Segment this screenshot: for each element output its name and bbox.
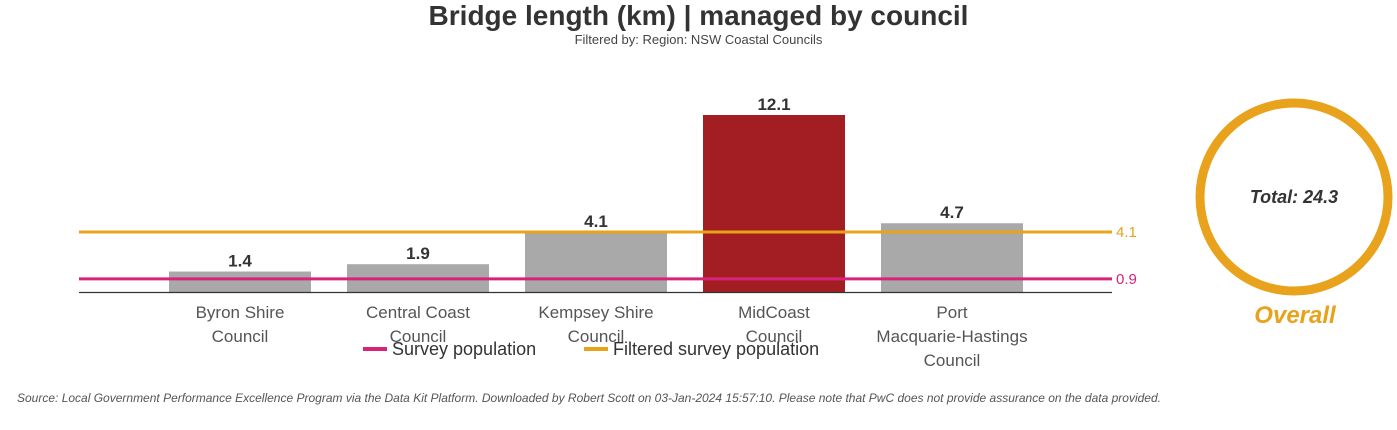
total-summary: Total: 24.3 Overall <box>1195 98 1393 329</box>
chart-subtitle: Filtered by: Region: NSW Coastal Council… <box>574 32 823 47</box>
bars-layer <box>169 115 1023 292</box>
chart-title: Bridge length (km) | managed by council <box>428 0 969 31</box>
legend-label-1: Filtered survey population <box>613 339 819 359</box>
reference-lines-layer: 0.9 4.1 <box>79 224 1137 288</box>
source-note: Source: Local Government Performance Exc… <box>17 391 1161 405</box>
total-ring <box>1195 98 1393 296</box>
value-label-2: 4.1 <box>584 212 608 231</box>
total-caption: Overall <box>1254 302 1337 329</box>
category-label-line: Council <box>746 327 803 346</box>
category-label-0: Byron Shire Council <box>196 303 285 346</box>
value-label-4: 4.7 <box>940 203 964 222</box>
category-label-line: Port <box>936 303 967 322</box>
category-label-1: Central Coast Council <box>366 303 470 346</box>
total-value: Total: 24.3 <box>1250 187 1338 207</box>
bar-0 <box>169 271 311 292</box>
category-label-line: Central Coast <box>366 303 470 322</box>
reference-line-label-1: 4.1 <box>1116 224 1137 241</box>
value-label-0: 1.4 <box>228 252 252 271</box>
category-label-line: Council <box>568 327 625 346</box>
category-labels-layer: 1.4 Byron Shire Council 1.9 Central Coast Cou… <box>196 95 1028 370</box>
category-label-2: Kempsey Shire Council <box>538 303 653 346</box>
category-label-line: Kempsey Shire <box>538 303 653 322</box>
value-label-1: 1.9 <box>406 244 430 263</box>
category-label-line: Council <box>924 351 981 370</box>
category-label-line: Council <box>212 327 269 346</box>
bar-4 <box>881 223 1023 292</box>
value-label-3: 12.1 <box>757 95 790 114</box>
bar-2 <box>525 232 667 292</box>
category-label-line: Macquarie-Hastings <box>876 327 1027 346</box>
legend-label-0: Survey population <box>392 339 536 359</box>
category-label-3: MidCoast Council <box>738 303 810 346</box>
category-label-line: MidCoast <box>738 303 810 322</box>
reference-line-label-0: 0.9 <box>1116 271 1137 288</box>
legend: Survey population Filtered survey populat… <box>363 339 819 359</box>
category-label-line: Byron Shire <box>196 303 285 322</box>
category-label-4: Port Macquarie-Hastings Council <box>876 303 1027 370</box>
category-label-line: Council <box>390 327 447 346</box>
bar-3 <box>703 115 845 292</box>
